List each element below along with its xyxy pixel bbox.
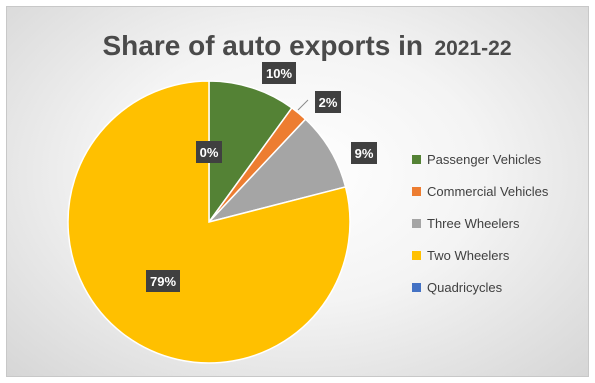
legend-swatch-passenger-vehicles	[412, 155, 421, 164]
chart-title-main: Share of auto exports in	[102, 30, 423, 61]
legend: Passenger Vehicles Commercial Vehicles Thr…	[412, 152, 549, 295]
data-label-passenger-vehicles: 10%	[266, 66, 292, 81]
legend-label-three-wheelers: Three Wheelers	[427, 216, 520, 231]
chart-title-year: 2021-22	[434, 37, 511, 60]
chart-area: Share of auto exports in 2021-22 10% 2% 9%…	[6, 6, 589, 377]
legend-label-two-wheelers: Two Wheelers	[427, 248, 510, 263]
data-label-commercial-vehicles: 2%	[319, 95, 338, 110]
data-label-box-two-wheelers	[146, 270, 180, 292]
legend-swatch-two-wheelers	[412, 251, 421, 260]
legend-label-quadricycles: Quadricycles	[427, 280, 503, 295]
data-label-two-wheelers: 79%	[150, 274, 176, 289]
chart-title: Share of auto exports in 2021-22	[102, 30, 511, 61]
pie-chart: Share of auto exports in 2021-22 10% 2% 9%…	[67, 30, 549, 364]
legend-swatch-quadricycles	[412, 283, 421, 292]
legend-label-passenger-vehicles: Passenger Vehicles	[427, 152, 542, 167]
legend-swatch-commercial-vehicles	[412, 187, 421, 196]
legend-swatch-three-wheelers	[412, 219, 421, 228]
data-label-box-passenger-vehicles	[262, 62, 296, 84]
legend-label-commercial-vehicles: Commercial Vehicles	[427, 184, 549, 199]
data-label-box-commercial-vehicles	[315, 91, 341, 113]
leader-line-commercial-vehicles	[297, 99, 309, 111]
data-label-quadricycles: 0%	[200, 145, 219, 160]
data-labels: 10% 2% 9% 79% 0%	[146, 62, 377, 292]
pie-slice-two-wheelers	[67, 80, 351, 364]
data-label-three-wheelers: 9%	[355, 146, 374, 161]
data-label-box-three-wheelers	[351, 142, 377, 164]
pie-slice-passenger-vehicles	[208, 80, 293, 225]
pie-slice-three-wheelers	[206, 118, 347, 224]
pie-slices	[67, 80, 351, 364]
data-label-box-quadricycles	[196, 141, 222, 163]
